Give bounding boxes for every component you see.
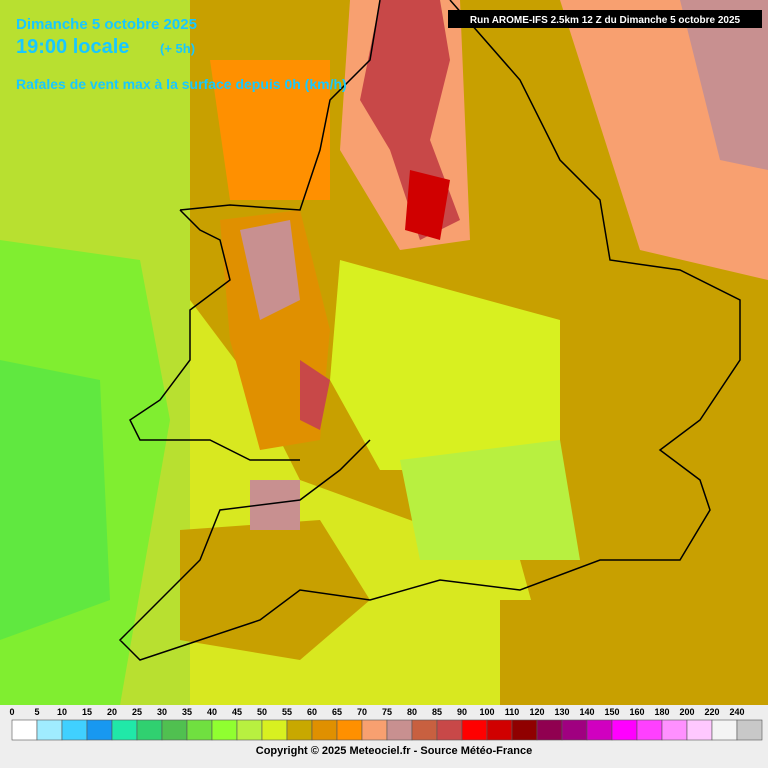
legend-swatch: [411, 719, 438, 741]
legend-swatch: [11, 719, 38, 741]
legend-label: 220: [704, 707, 719, 717]
legend-label: 60: [307, 707, 317, 717]
legend-label: 65: [332, 707, 342, 717]
legend-swatch: [236, 719, 263, 741]
coastlines: [118, 0, 741, 661]
legend-label: 90: [457, 707, 467, 717]
legend-label: 0: [9, 707, 14, 717]
legend-swatch: [36, 719, 63, 741]
legend-swatch: [436, 719, 463, 741]
legend-label: 55: [282, 707, 292, 717]
legend-swatch: [311, 719, 338, 741]
legend-label: 180: [654, 707, 669, 717]
legend-swatch: [686, 719, 713, 741]
legend-swatch: [136, 719, 163, 741]
legend-swatch: [736, 719, 763, 741]
legend-swatch: [636, 719, 663, 741]
legend-label: 45: [232, 707, 242, 717]
legend-label: 120: [529, 707, 544, 717]
legend-label: 70: [357, 707, 367, 717]
legend-swatch: [611, 719, 638, 741]
legend: 0 5 10 15 20 25 30 35 40 45 50 55 60 65 70 75 80 85 90 100 1…: [9, 707, 763, 741]
legend-label: 75: [382, 707, 392, 717]
legend-swatch: [286, 719, 313, 741]
legend-swatch: [186, 719, 213, 741]
legend-label: 100: [479, 707, 494, 717]
legend-label: 35: [182, 707, 192, 717]
legend-label: 110: [505, 707, 520, 717]
run: Run AROME-IFS 2.5km 12 Z du Dimanche 5 o…: [470, 15, 741, 26]
legend-label: 15: [82, 707, 92, 717]
legend-swatch: [586, 719, 613, 741]
legend-swatch: [711, 719, 738, 741]
legend-label: 30: [157, 707, 167, 717]
legend-label: 200: [679, 707, 694, 717]
legend-label: 85: [432, 707, 442, 717]
legend-swatch: [86, 719, 113, 741]
copyright: Copyright © 2025 Meteociel.fr - Source M…: [256, 745, 532, 757]
legend-swatch: [511, 719, 538, 741]
legend-swatch: [361, 719, 388, 741]
subtitle: Rafales de vent max à la surface depuis …: [16, 76, 347, 92]
legend-swatch: [386, 719, 413, 741]
legend-swatch: [111, 719, 138, 741]
legend-swatch: [261, 719, 288, 741]
map-field: [0, 0, 768, 705]
legend-label: 130: [554, 707, 569, 717]
legend-label: 80: [407, 707, 417, 717]
run-box: [448, 10, 762, 28]
legend-swatch: [661, 719, 688, 741]
offset: (+ 5h): [160, 41, 195, 56]
legend-label: 150: [604, 707, 619, 717]
legend-label: 50: [257, 707, 267, 717]
legend-label: 5: [34, 707, 39, 717]
header: Dimanche 5 octobre 2025 19:00 locale (+ …: [16, 10, 762, 92]
legend-swatch: [61, 719, 88, 741]
legend-label: 10: [57, 707, 67, 717]
legend-swatch: [461, 719, 488, 741]
date: Dimanche 5 octobre 2025: [16, 16, 197, 33]
legend-label: 160: [629, 707, 644, 717]
legend-label: 240: [729, 707, 744, 717]
legend-swatch: [211, 719, 238, 741]
time: 19:00 locale: [16, 36, 129, 58]
legend-label: 20: [107, 707, 117, 717]
legend-label: 40: [207, 707, 217, 717]
legend-swatch: [486, 719, 513, 741]
legend-swatch: [161, 719, 188, 741]
legend-swatch: [336, 719, 363, 741]
legend-swatch: [536, 719, 563, 741]
legend-label: 25: [132, 707, 142, 717]
legend-swatch: [561, 719, 588, 741]
legend-label: 140: [579, 707, 594, 717]
